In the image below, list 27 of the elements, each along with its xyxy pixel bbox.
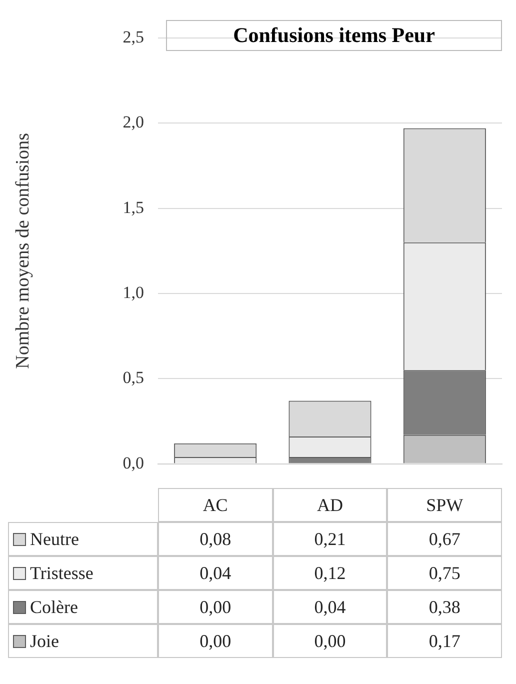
y-tick-label: 1,5: [122, 198, 144, 217]
data-label: 0,00: [158, 624, 273, 658]
x-tick-label: AD: [272, 488, 388, 522]
legend-label: Colère: [30, 596, 78, 618]
y-tick-label: 1,0: [122, 282, 144, 302]
data-label: 0,00: [272, 624, 388, 658]
data-label: 0,67: [387, 522, 502, 556]
data-label: 0,21: [272, 522, 388, 556]
legend-label: Tristesse: [30, 562, 94, 584]
y-tick-label: 0,0: [122, 453, 144, 472]
data-label: 0,00: [158, 590, 273, 624]
data-label: 0,12: [272, 556, 388, 590]
data-label: 0,04: [158, 556, 273, 590]
legend-label: Joie: [30, 630, 59, 652]
x-tick-label: AC: [158, 488, 273, 522]
data-label: 0,04: [272, 590, 388, 624]
data-label: 0,08: [158, 522, 273, 556]
data-label: 0,75: [387, 556, 502, 590]
y-tick-label: 2,5: [122, 27, 144, 46]
data-label: 0,38: [387, 590, 502, 624]
data-label: 0,17: [387, 624, 502, 658]
y-axis-title: Nombre moyens de confusions: [12, 132, 34, 369]
legend-label: Neutre: [30, 528, 79, 550]
y-tick-label: 2,0: [122, 112, 144, 132]
x-tick-label: SPW: [387, 488, 502, 522]
y-tick-label: 0,5: [122, 368, 144, 388]
chart-title: Confusions items Peur: [166, 20, 502, 51]
